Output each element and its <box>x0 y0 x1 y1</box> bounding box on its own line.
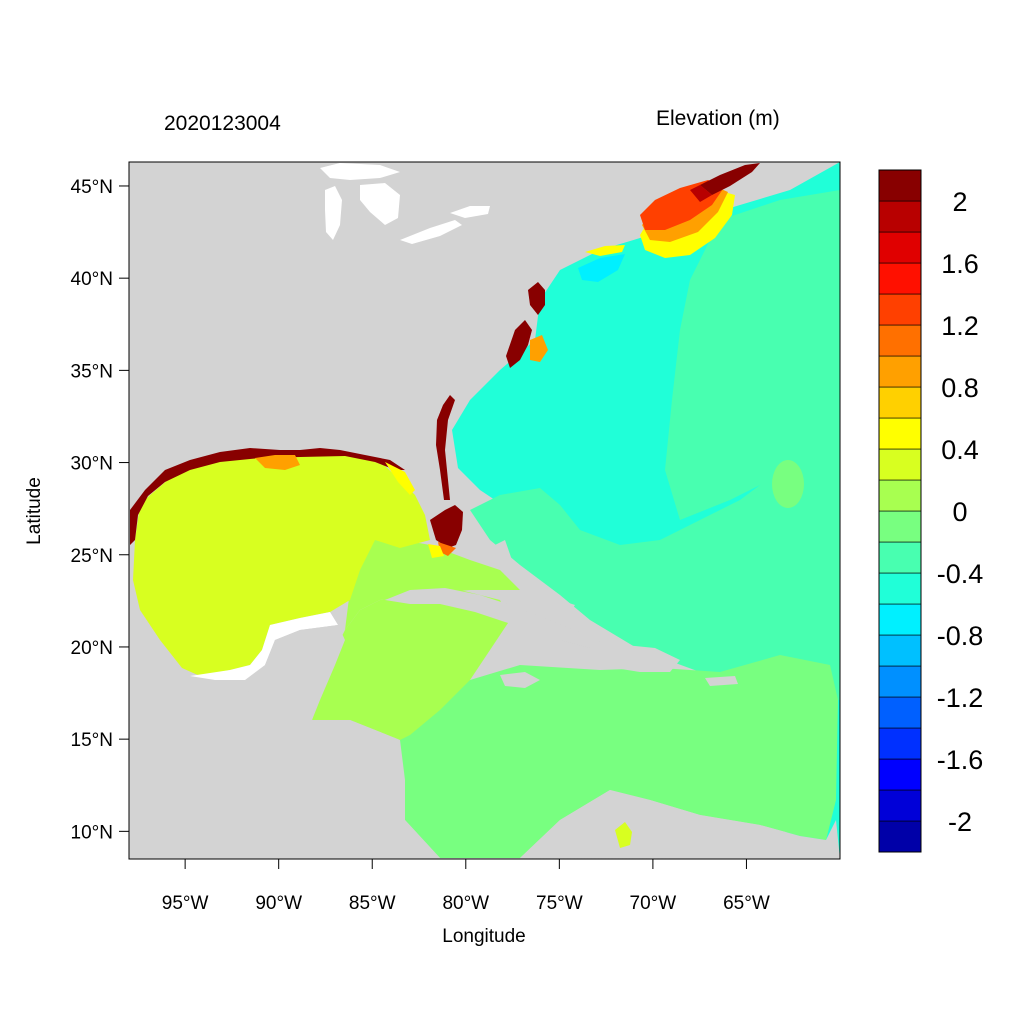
y-axis: 45°N 40°N 35°N 30°N 25°N 20°N 15°N 10°N <box>71 177 129 843</box>
lake-superior <box>320 163 400 180</box>
x-tick-label-2: 85°W <box>349 893 396 914</box>
maracaibo-lake <box>615 822 632 848</box>
central-america <box>129 690 440 858</box>
colorbar-label-9: -1.6 <box>937 745 984 775</box>
colorbar-label-5: 0 <box>952 497 967 527</box>
colorbar-label-4: 0.4 <box>941 435 979 465</box>
colorbar-bin-18 <box>878 262 922 295</box>
y-tick-label-7: 10°N <box>71 822 113 843</box>
bay-of-fundy-surge <box>700 163 760 195</box>
jamaica-island <box>500 672 540 688</box>
gulf-of-mexico <box>133 452 430 676</box>
colorbar-bin-7 <box>878 603 922 636</box>
lake-michigan <box>325 186 342 240</box>
chesapeake-surge <box>528 282 545 315</box>
colorbar-bin-4 <box>878 696 922 729</box>
x-tick-label-5: 70°W <box>630 893 677 914</box>
bay-of-fundy-edge <box>690 185 712 202</box>
colorbar: 2 1.6 1.2 0.8 0.4 0 -0.4 -0.8 -1.2 -1.6 -2 <box>878 169 984 853</box>
x-tick-label-1: 90°W <box>255 893 302 914</box>
colorbar-label-2: 1.2 <box>941 311 979 341</box>
yucatan-peninsula <box>265 625 345 720</box>
hispaniola-island <box>600 645 680 672</box>
cuba-island <box>385 588 600 648</box>
gulf-coast-orange <box>255 455 300 470</box>
long-island-sound <box>585 245 625 256</box>
colorbar-bin-19 <box>878 231 922 264</box>
colorbar-label-10: -2 <box>948 807 972 837</box>
bahamas-islands <box>495 540 575 612</box>
mid-atlantic-surge <box>506 320 532 368</box>
y-tick-label-2: 35°N <box>71 361 113 382</box>
bahamas-zone <box>470 420 840 700</box>
colorbar-bin-16 <box>878 324 922 357</box>
gulf-coast-surge <box>130 448 405 545</box>
colorbar-label-8: -1.2 <box>937 683 984 713</box>
colorbar-label-6: -0.4 <box>937 559 984 589</box>
colorbar-label-7: -0.8 <box>937 621 984 651</box>
y-tick-label-4: 25°N <box>71 546 113 567</box>
pamlico-sound <box>530 335 548 362</box>
florida-keys-yellow <box>428 544 444 558</box>
colorbar-bin-17 <box>878 293 922 326</box>
timestamp-label: 2020123004 <box>164 112 281 135</box>
gulf-coast-yellow <box>385 462 415 495</box>
colorbar-bin-20 <box>878 200 922 233</box>
colorbar-label-0: 2 <box>952 187 967 217</box>
florida-peninsula-surge <box>430 505 463 548</box>
colorbar-bin-10 <box>878 510 922 543</box>
atlantic-coast-surge <box>436 395 455 500</box>
puerto-rico-island <box>705 676 738 686</box>
colorbar-bin-8 <box>878 572 922 605</box>
y-tick-label-5: 20°N <box>71 638 113 659</box>
colorbar-bin-0 <box>878 820 922 853</box>
colorbar-bin-13 <box>878 417 922 450</box>
colorbar-bin-9 <box>878 541 922 574</box>
colorbar-bin-12 <box>878 448 922 481</box>
colorbar-bin-6 <box>878 634 922 667</box>
south-america <box>520 790 840 859</box>
y-tick-label-0: 45°N <box>71 177 113 198</box>
x-tick-label-3: 80°W <box>442 893 489 914</box>
colorbar-bin-11 <box>878 479 922 512</box>
colorbar-bin-5 <box>878 665 922 698</box>
colorbar-bin-2 <box>878 758 922 791</box>
colorbar-frame <box>878 169 922 853</box>
colorbar-bin-3 <box>878 727 922 760</box>
western-caribbean <box>312 590 510 740</box>
colorbar-label-3: 0.8 <box>941 373 979 403</box>
caribbean-sea <box>398 655 838 858</box>
atlantic-offshore-stripe <box>665 190 840 520</box>
lake-huron <box>360 183 400 225</box>
colorbar-label-1: 1.6 <box>941 249 979 279</box>
y-tick-label-3: 30°N <box>71 454 113 475</box>
atlantic-eddy <box>772 460 804 508</box>
y-tick-label-6: 15°N <box>71 730 113 751</box>
x-tick-label-0: 95°W <box>162 893 209 914</box>
x-axis-title: Longitude <box>442 926 526 947</box>
colorbar-bin-21 <box>878 169 922 202</box>
plot-frame <box>128 161 841 860</box>
colorbar-title: Elevation (m) <box>656 107 780 130</box>
map-layers <box>129 162 840 859</box>
x-tick-label-4: 75°W <box>536 893 583 914</box>
ny-bight-low <box>578 254 625 282</box>
y-tick-label-1: 40°N <box>71 269 113 290</box>
yucatan-channel <box>345 535 520 630</box>
colorbar-bin-15 <box>878 355 922 388</box>
x-axis: 95°W 90°W 85°W 80°W 75°W 70°W 65°W <box>162 859 770 914</box>
lake-ontario <box>450 206 490 218</box>
lake-erie <box>400 220 462 244</box>
colorbar-bin-1 <box>878 789 922 822</box>
x-tick-label-6: 65°W <box>723 893 770 914</box>
yucatan-coast-edge <box>190 612 338 680</box>
colorbar-bin-14 <box>878 386 922 419</box>
